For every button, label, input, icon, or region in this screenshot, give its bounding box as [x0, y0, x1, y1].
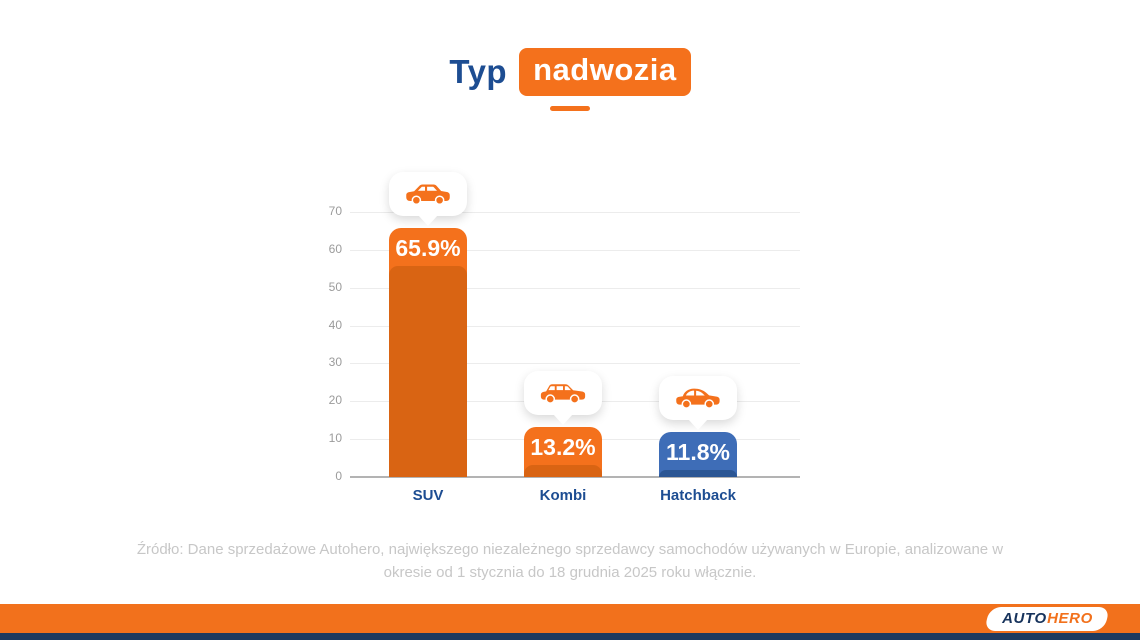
bar-body: [389, 265, 467, 477]
y-axis-tick-label: 40: [328, 317, 342, 332]
autohero-logo: AUTOHERO: [983, 606, 1110, 631]
y-axis-tick-label: 50: [328, 279, 342, 294]
bar-value-label: 13.2%: [530, 434, 596, 461]
bar-body: [524, 465, 602, 477]
gridline-40: [350, 325, 800, 327]
hatchback-car-icon: [676, 388, 720, 410]
bar-value-label: 11.8%: [666, 439, 730, 466]
title-plain-text: Typ: [449, 53, 508, 90]
suv-car-icon: [406, 184, 450, 205]
logo-text-auto: AUTO: [1001, 609, 1047, 627]
title-highlighted-text: nadwozia: [519, 48, 691, 96]
bar-value-label: 65.9%: [395, 234, 461, 261]
bar-suv: 65.9%: [389, 227, 467, 477]
y-axis-tick-label: 70: [328, 204, 342, 218]
footer-bar: AUTOHERO: [0, 604, 1140, 633]
gridline-70: [350, 212, 800, 213]
y-axis-tick-label: 0: [335, 469, 342, 483]
x-axis-line: [350, 476, 800, 478]
source-note: Źródło: Dane sprzedażowe Autohero, najwi…: [136, 541, 1004, 581]
y-axis-tick-label: 30: [328, 355, 342, 370]
x-axis-category-label: Kombi: [539, 487, 587, 504]
bubble-tail: [553, 414, 573, 426]
y-axis-tick-label: 10: [328, 431, 342, 446]
tooltip-bubble-kombi: [524, 371, 602, 426]
logo-text-hero: HERO: [1046, 609, 1093, 627]
y-axis-tick-label: 60: [328, 241, 342, 256]
bar-kombi: 13.2%: [524, 427, 602, 477]
bar-hatchback: 11.8%: [659, 432, 737, 477]
x-axis-category-label: Hatchback: [660, 487, 736, 504]
x-axis-category-label: SUV: [412, 487, 444, 504]
gridline-50: [350, 287, 800, 289]
bubble-tail: [688, 419, 708, 431]
title-underline: [550, 106, 590, 111]
kombi-car-icon: [540, 384, 586, 404]
gridline-60: [350, 249, 800, 251]
gridline-30: [350, 363, 800, 365]
y-axis-tick-label: 20: [328, 393, 342, 408]
footer-strip: [0, 633, 1140, 640]
bar-chart: 0 10 20 30 40 50 60 70 65.9% SUV 13.2% Kombi 11.8% Ha…: [329, 171, 800, 504]
tooltip-bubble-suv: [389, 171, 467, 226]
tooltip-bubble-hatchback: [659, 376, 737, 431]
bar-body: [659, 470, 737, 477]
bubble-tail: [418, 214, 438, 226]
page-title: Typ nadwozia: [0, 48, 1140, 96]
